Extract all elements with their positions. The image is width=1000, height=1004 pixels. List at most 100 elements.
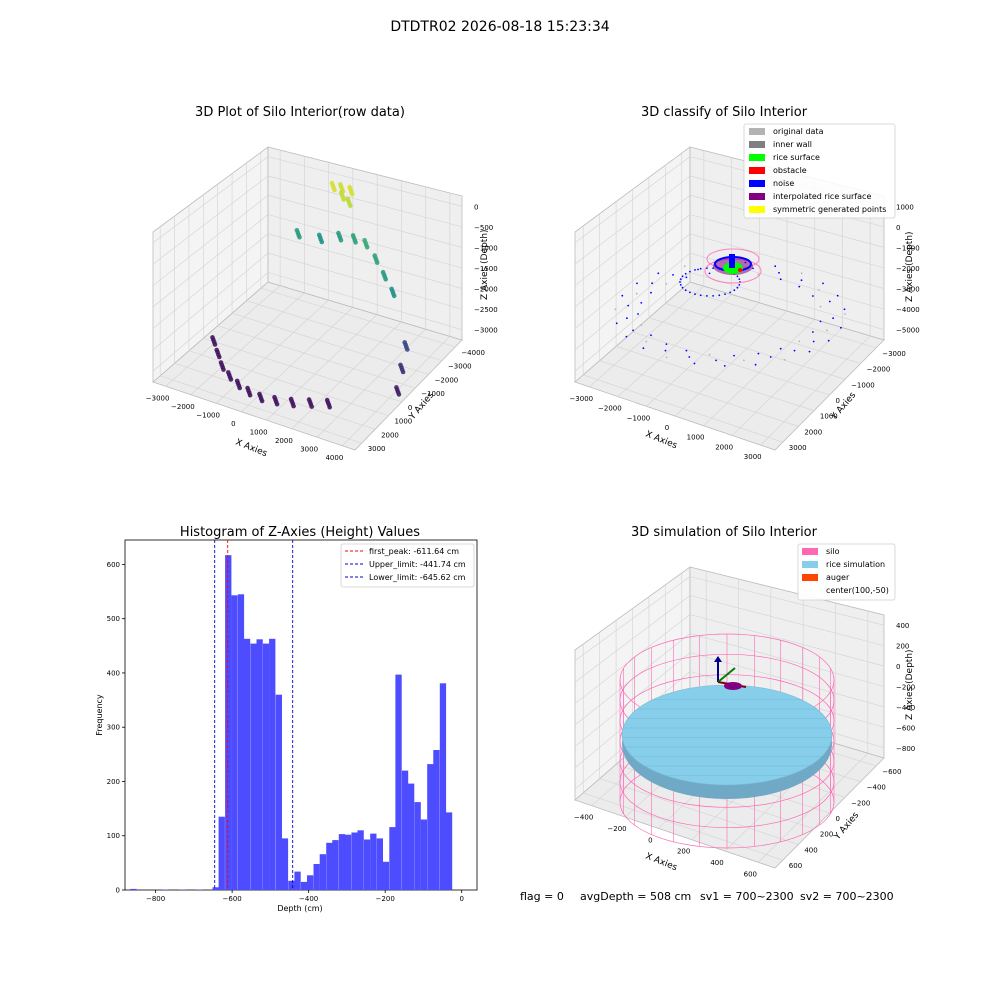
legend-label: center(100,-50) — [826, 586, 889, 595]
histogram-bar — [196, 889, 203, 890]
x-tick-label: −800 — [146, 895, 165, 903]
noise-point — [808, 350, 811, 353]
z-tick-label: −800 — [896, 745, 915, 753]
noise-point — [832, 317, 834, 320]
noise-point — [657, 272, 660, 275]
y-tick-label: 2000 — [381, 431, 399, 439]
rice-surface-top — [621, 684, 833, 786]
noise-point — [689, 291, 691, 294]
noise-point — [697, 268, 699, 271]
legend-swatch — [802, 561, 818, 568]
noise-point — [812, 295, 814, 297]
z-tick-label: 0 — [474, 203, 478, 211]
y-tick-label: −3000 — [882, 350, 906, 358]
x-tick-label: 400 — [710, 859, 723, 867]
noise-point — [822, 282, 824, 285]
noise-point — [615, 322, 618, 325]
z-tick-label: −5000 — [896, 327, 920, 335]
noise-point — [844, 313, 846, 315]
x-tick-label: −2000 — [598, 405, 622, 413]
legend-label: Upper_limit: -441.74 cm — [369, 560, 466, 569]
scatter-point — [341, 197, 347, 202]
noise-point — [665, 356, 668, 359]
legend-label: rice surface — [773, 153, 820, 162]
panel-classify: 3D classify of Silo Interior −3000 −2000 −… — [569, 105, 919, 461]
noise-point — [651, 282, 653, 285]
histogram-bar — [231, 595, 238, 890]
panel3-yticks: 0 100 200 300 400 500 600 — [107, 561, 125, 895]
panel1-zlabel: Z Axies (Depth) — [480, 229, 490, 300]
panel4-xlabel: X Axies — [644, 852, 679, 874]
panel3-ylabel: Frequency — [95, 694, 104, 736]
z-tick-label: −500 — [474, 224, 493, 232]
noise-point — [738, 284, 741, 286]
y-tick-label: −600 — [882, 768, 901, 776]
noise-point — [625, 335, 628, 338]
z-tick-label: −200 — [896, 684, 915, 692]
x-tick-label: 1000 — [250, 428, 268, 436]
noise-point — [743, 359, 745, 362]
panel3-xlabel: Depth (cm) — [277, 904, 322, 913]
scatter-point — [353, 240, 358, 245]
scatter-point — [383, 277, 389, 282]
scatter-point — [319, 239, 325, 245]
panel1-xlabel: X Axies — [234, 438, 269, 460]
histogram-bar — [263, 643, 270, 890]
histogram-bar — [288, 880, 295, 890]
noise-point — [699, 294, 702, 297]
scatter-point — [364, 245, 370, 250]
histogram-bar — [130, 888, 137, 890]
page-title: DTDTR02 2026-08-18 15:23:34 — [390, 19, 609, 35]
y-tick-label: 500 — [107, 615, 120, 623]
noise-point — [798, 340, 801, 343]
noise-point — [724, 293, 726, 295]
status-avg-depth: avgDepth = 508 cm — [580, 890, 691, 903]
noise-point — [708, 353, 711, 356]
noise-point — [684, 289, 687, 292]
panel-histogram: Histogram of Z-Axies (Height) Values −80… — [95, 525, 478, 913]
z-tick-label: −600 — [896, 724, 915, 732]
scatter-point — [374, 260, 380, 265]
noise-point — [637, 313, 639, 315]
legend-label: noise — [773, 179, 794, 188]
noise-point — [752, 267, 754, 270]
legend-label: first_peak: -611.64 cm — [369, 547, 459, 556]
z-tick-label: 1000 — [896, 203, 914, 211]
legend-label: auger — [826, 573, 850, 582]
scatter-point — [247, 392, 253, 398]
x-tick-label: 0 — [665, 424, 669, 432]
noise-point — [665, 343, 668, 345]
histogram-bar — [179, 889, 186, 890]
noise-point — [812, 340, 815, 343]
noise-point — [679, 278, 682, 280]
z-tick-label: 0 — [896, 224, 900, 232]
noise-point — [650, 334, 652, 337]
noise-point — [729, 291, 731, 294]
y-tick-label: 200 — [820, 831, 833, 839]
scatter-point — [349, 191, 355, 197]
panel2-title: 3D classify of Silo Interior — [641, 105, 808, 120]
x-tick-label: −400 — [574, 814, 593, 822]
z-tick-label: −1500 — [474, 265, 498, 273]
panel2-legend: original data inner wall rice surface obsta… — [743, 123, 896, 219]
x-tick-label: −200 — [376, 895, 395, 903]
z-tick-label: 200 — [896, 643, 909, 651]
noise-point — [632, 329, 634, 332]
legend-label: symmetric generated points — [773, 205, 886, 214]
y-tick-label: 600 — [789, 862, 802, 870]
scatter-point — [297, 235, 302, 240]
y-tick-label: −1000 — [851, 381, 875, 389]
y-tick-label: 600 — [107, 561, 120, 569]
y-tick-label: −200 — [851, 799, 870, 807]
x-tick-label: −600 — [223, 895, 242, 903]
x-tick-label: −1000 — [196, 411, 220, 419]
noise-point — [736, 286, 739, 289]
noise-point — [769, 356, 772, 358]
histogram-bar — [300, 881, 308, 890]
x-tick-label: 0 — [459, 895, 463, 903]
noise-point — [685, 349, 688, 352]
noise-point — [778, 271, 780, 274]
histogram-bar — [319, 854, 326, 890]
histogram-bar — [439, 683, 447, 890]
